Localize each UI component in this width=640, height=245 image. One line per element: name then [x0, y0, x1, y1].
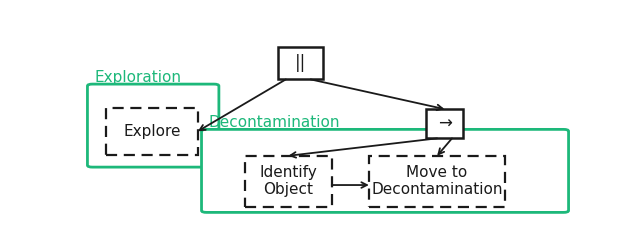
Text: →: → [438, 115, 451, 133]
FancyBboxPatch shape [369, 156, 506, 207]
FancyBboxPatch shape [202, 129, 568, 212]
Text: Identify
Object: Identify Object [259, 165, 317, 197]
Text: ||: || [295, 54, 307, 72]
FancyBboxPatch shape [278, 47, 323, 79]
FancyBboxPatch shape [245, 156, 332, 207]
FancyBboxPatch shape [88, 84, 219, 167]
Text: Exploration: Exploration [95, 70, 182, 85]
FancyBboxPatch shape [106, 108, 198, 155]
Text: Explore: Explore [123, 124, 180, 139]
FancyBboxPatch shape [426, 109, 463, 138]
Text: Move to
Decontamination: Move to Decontamination [371, 165, 503, 197]
Text: Decontamination: Decontamination [209, 115, 340, 130]
